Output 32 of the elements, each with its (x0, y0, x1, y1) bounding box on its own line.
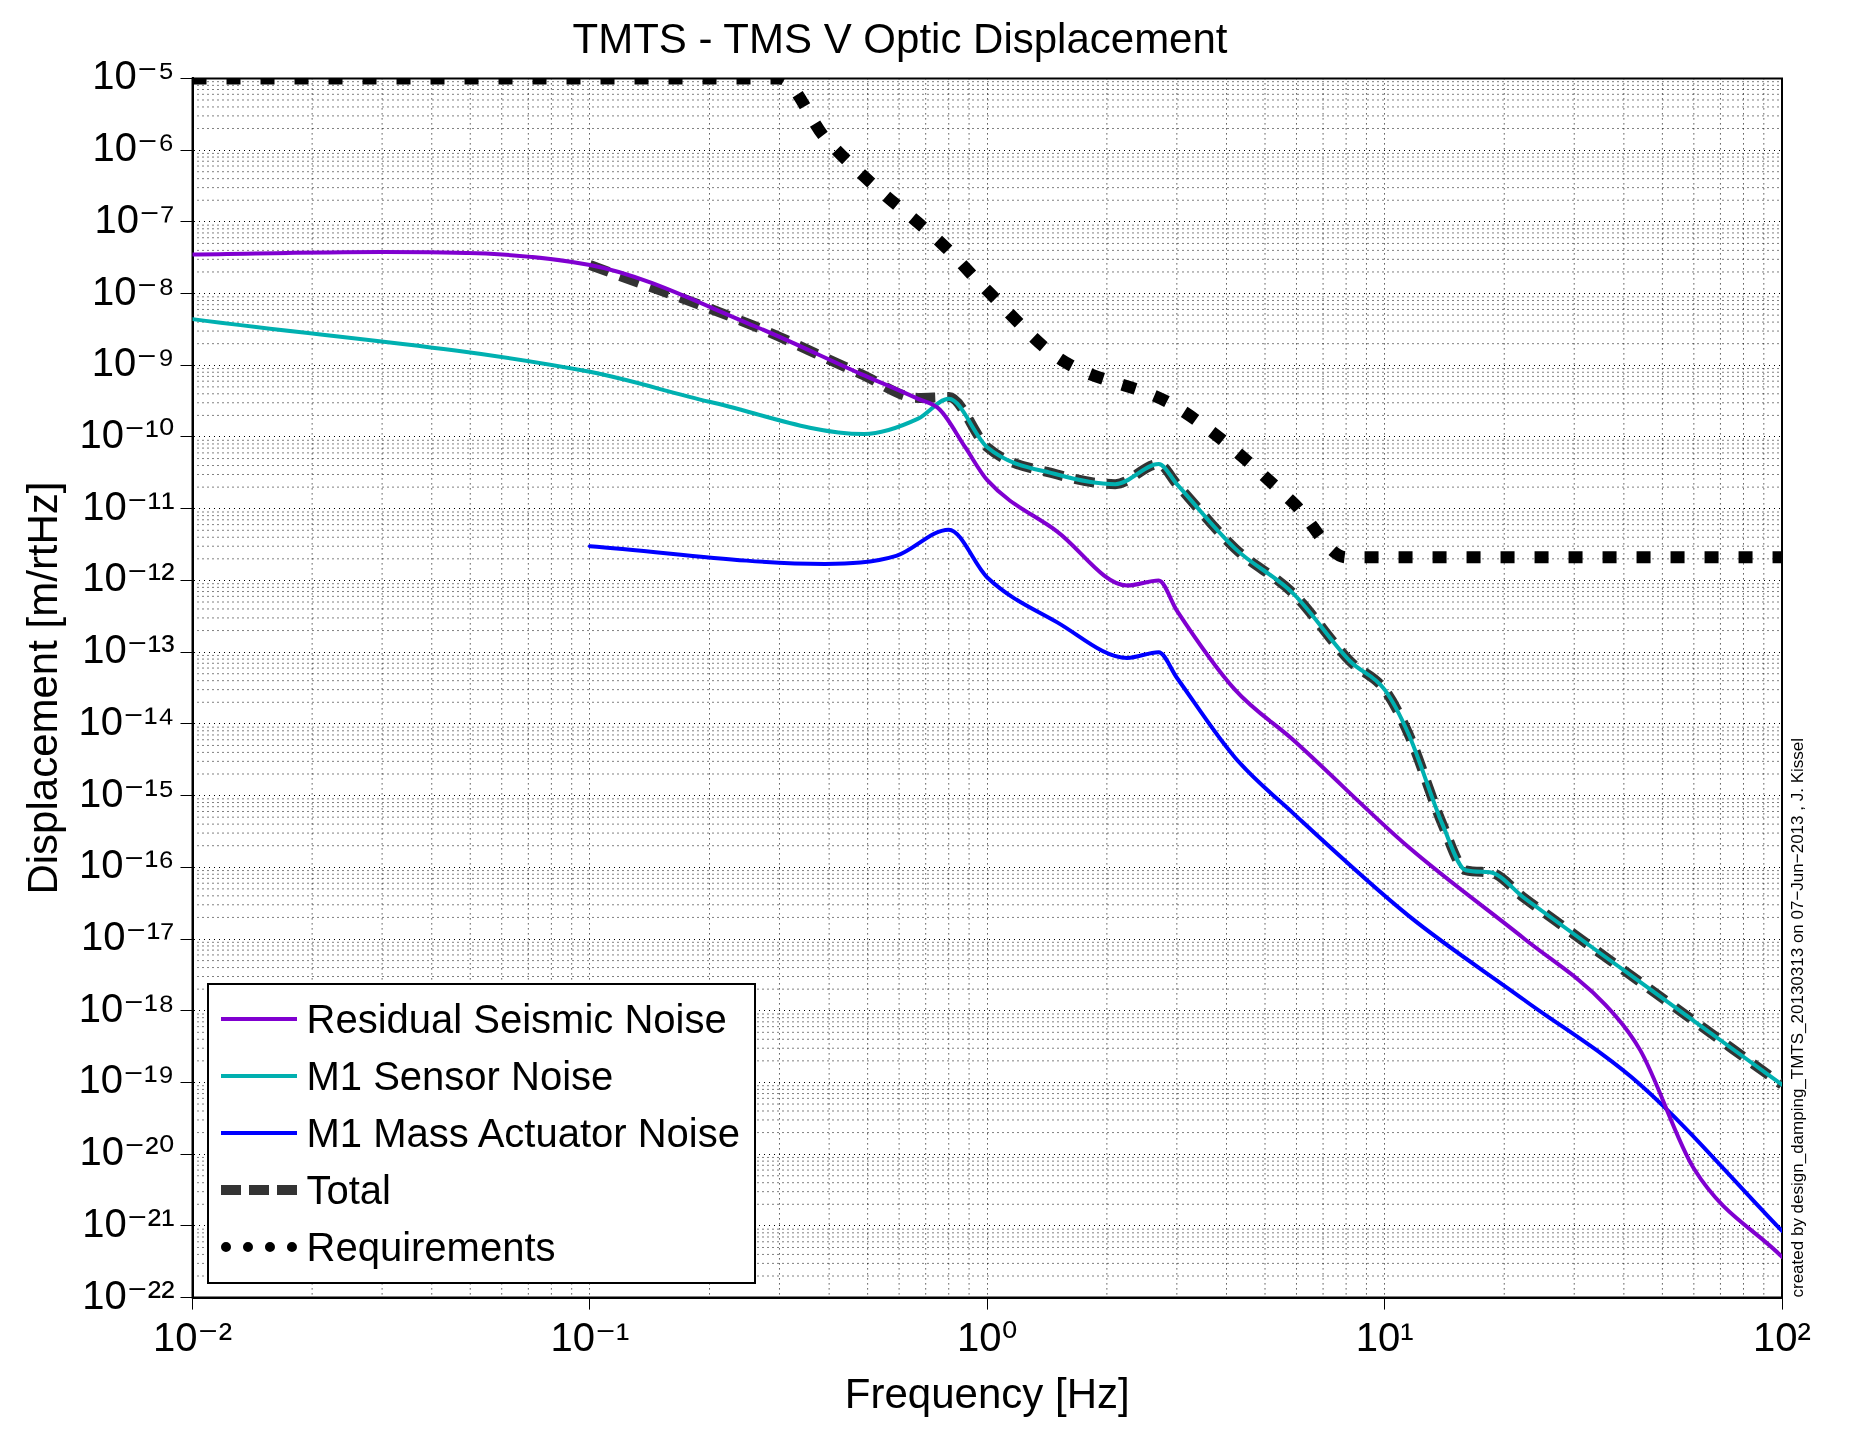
y-tick-label: 10⁻¹¹ (82, 483, 175, 528)
x-axis-title: Frequency [Hz] (844, 1370, 1130, 1418)
chart-title: TMTS - TMS V Optic Displacement (572, 14, 1228, 62)
legend-label: Requirements (306, 1224, 556, 1270)
y-tick-label: 10⁻²² (82, 1272, 175, 1317)
y-tick-label: 10⁻²⁰ (79, 1129, 175, 1174)
text: created by design_damping_TMTS_20130313 on 07−Jun−2013 , J. Kissel (1788, 737, 1807, 1298)
x-tick-label: 10⁰ (956, 1314, 1018, 1359)
y-tick-label: 10⁻¹⁷ (81, 914, 175, 959)
x-tick-label: 10⁻¹ (550, 1314, 630, 1359)
y-tick-label: 10⁻²¹ (82, 1200, 175, 1245)
y-tick-label: 10⁻¹⁰ (79, 412, 175, 457)
y-tick-label: 10⁻⁶ (92, 125, 175, 170)
y-tick-label: 10⁻¹⁵ (79, 770, 175, 815)
y-tick-label: 10⁻¹³ (82, 627, 175, 672)
y-tick-label: 10⁻⁹ (91, 340, 175, 385)
x-tick-label: 10¹ (1355, 1314, 1414, 1359)
y-tick-label: 10⁻⁸ (92, 268, 175, 313)
y-tick-label: 10⁻¹⁶ (79, 842, 175, 887)
y-tick-label: 10⁻⁵ (92, 53, 175, 98)
legend-label: Residual Seismic Noise (306, 996, 727, 1042)
legend-label: M1 Sensor Noise (306, 1053, 614, 1099)
legend-label: Total (306, 1167, 391, 1213)
y-tick-label: 10⁻¹⁹ (78, 1057, 175, 1102)
legend-label: M1 Mass Actuator Noise (306, 1110, 740, 1156)
x-tick-label: 10⁻² (153, 1314, 232, 1359)
y-tick-label: 10⁻¹⁴ (78, 698, 175, 743)
y-axis-title: Displacement [m/rtHz] (18, 481, 66, 895)
y-tick-label: 10⁻¹² (82, 555, 175, 600)
y-tick-label: 10⁻¹⁸ (78, 985, 175, 1030)
x-tick-label: 10² (1753, 1314, 1811, 1359)
y-tick-label: 10⁻⁷ (94, 196, 175, 241)
